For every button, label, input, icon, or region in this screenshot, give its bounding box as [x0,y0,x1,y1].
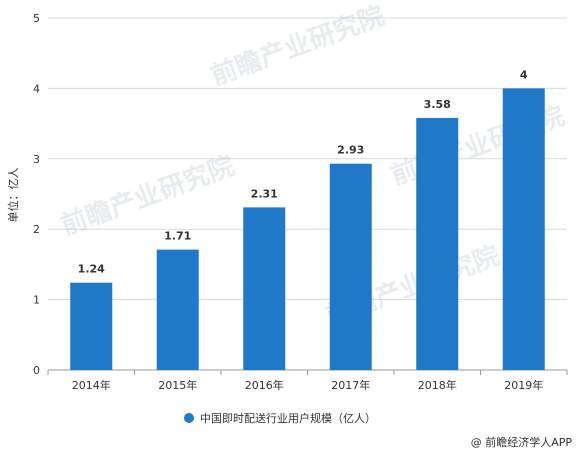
watermark-text: 前瞻产业研究院 [57,150,239,241]
bar-2018年 [416,117,459,370]
y-tick-label: 5 [33,12,40,25]
bar-2016年 [243,207,286,370]
y-tick-label: 3 [33,153,40,166]
y-tick-label: 2 [33,223,40,236]
data-label: 1.71 [164,230,191,243]
data-label: 4 [520,68,528,81]
bars [70,88,545,371]
x-tick-label: 2019年 [504,378,543,392]
y-tick-label: 0 [33,364,40,377]
data-labels: 1.24 1.71 2.31 2.93 3.58 4 [78,68,528,275]
data-label: 2.31 [251,187,278,200]
bar-2017年 [329,163,372,370]
axes: 0 1 2 3 4 5 2014年 2015年 2016年 2017年 2018年 2019年 [33,12,568,392]
data-label: 2.93 [337,144,364,157]
x-tick-label: 2017年 [331,378,370,392]
y-axis-title: 单位：亿人 [6,168,20,223]
x-tick-label: 2018年 [418,378,457,392]
bar-2014年 [70,282,113,370]
legend-marker [184,413,194,423]
source-credit: @ 前瞻经济学人APP [471,435,573,449]
bar-2015年 [156,249,199,370]
x-tick-label: 2015年 [158,378,197,392]
legend-label: 中国即时配送行业用户规模（亿人） [200,411,376,425]
y-tick-label: 1 [33,294,40,307]
x-tick-label: 2014年 [72,378,111,392]
data-label: 1.24 [78,263,105,276]
y-tick-label: 4 [33,82,40,95]
bar-2019年 [502,88,545,371]
watermark-text: 前瞻产业研究院 [207,0,389,91]
legend: 中国即时配送行业用户规模（亿人） [184,411,376,425]
x-tick-label: 2016年 [245,378,284,392]
data-label: 3.58 [424,98,451,111]
